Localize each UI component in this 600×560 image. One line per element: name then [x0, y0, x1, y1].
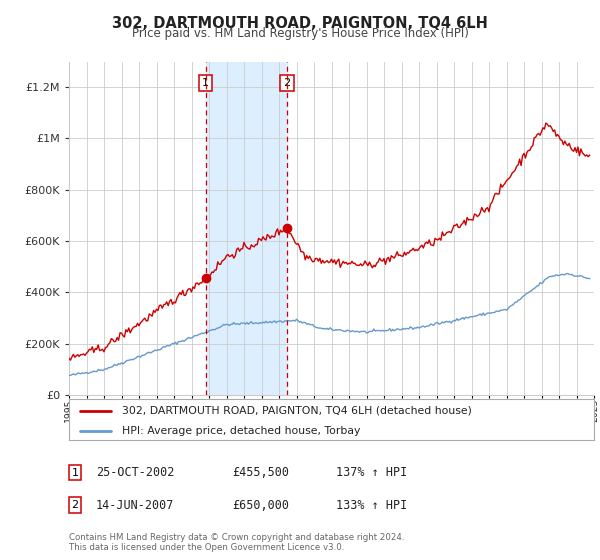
Text: £455,500: £455,500	[233, 466, 290, 479]
Text: 1: 1	[202, 78, 209, 88]
Text: 2: 2	[283, 78, 290, 88]
Text: 137% ↑ HPI: 137% ↑ HPI	[337, 466, 407, 479]
Text: This data is licensed under the Open Government Licence v3.0.: This data is licensed under the Open Gov…	[69, 543, 344, 552]
Text: 25-OCT-2002: 25-OCT-2002	[96, 466, 174, 479]
Text: 302, DARTMOUTH ROAD, PAIGNTON, TQ4 6LH: 302, DARTMOUTH ROAD, PAIGNTON, TQ4 6LH	[112, 16, 488, 31]
Text: Price paid vs. HM Land Registry's House Price Index (HPI): Price paid vs. HM Land Registry's House …	[131, 27, 469, 40]
Text: HPI: Average price, detached house, Torbay: HPI: Average price, detached house, Torb…	[121, 426, 360, 436]
Text: 302, DARTMOUTH ROAD, PAIGNTON, TQ4 6LH (detached house): 302, DARTMOUTH ROAD, PAIGNTON, TQ4 6LH (…	[121, 405, 472, 416]
Bar	[206, 62, 287, 395]
Text: 133% ↑ HPI: 133% ↑ HPI	[337, 498, 407, 512]
Text: 1: 1	[71, 468, 79, 478]
Text: Contains HM Land Registry data © Crown copyright and database right 2024.: Contains HM Land Registry data © Crown c…	[69, 533, 404, 542]
Text: £650,000: £650,000	[233, 498, 290, 512]
Text: 14-JUN-2007: 14-JUN-2007	[96, 498, 174, 512]
Text: 2: 2	[71, 500, 79, 510]
